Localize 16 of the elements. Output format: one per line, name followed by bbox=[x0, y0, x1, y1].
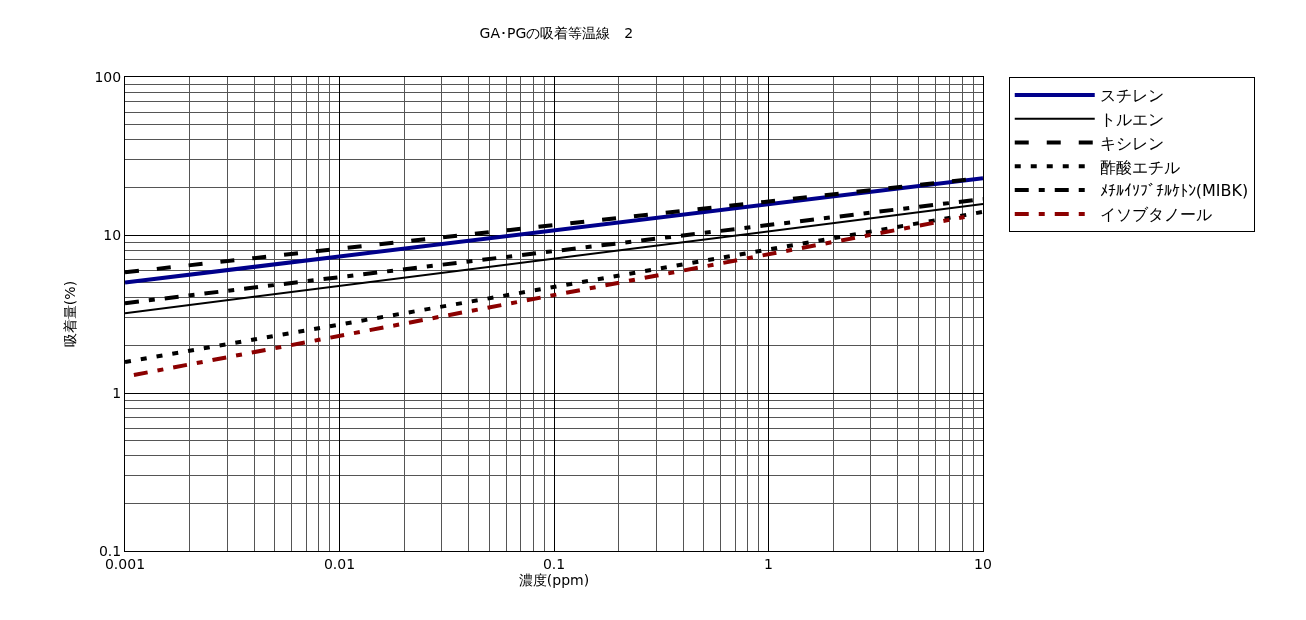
y-tick-label: 1 bbox=[112, 384, 122, 401]
x-axis-title: 濃度(ppm) bbox=[518, 571, 590, 588]
legend-label: 酢酸エチル bbox=[1099, 157, 1180, 177]
legend-label: トルエン bbox=[1099, 109, 1164, 129]
x-tick-label: 0.01 bbox=[323, 555, 356, 572]
x-tick-label: 0.1 bbox=[542, 555, 566, 572]
y-tick-label: 10 bbox=[103, 226, 122, 243]
x-tick-label: 10 bbox=[974, 555, 992, 572]
y-tick-label: 100 bbox=[94, 68, 122, 85]
legend-label: キシレン bbox=[1099, 133, 1164, 153]
y-axis-title: 吸着量(%) bbox=[62, 280, 79, 348]
legend-label: ﾒﾁﾙｲｿﾌﾞﾁﾙｹﾄﾝ(MIBK) bbox=[1099, 181, 1249, 201]
legend-label: イソブタノール bbox=[1099, 205, 1212, 225]
x-tick-label: 1 bbox=[764, 555, 773, 572]
legend-label: スチレン bbox=[1099, 86, 1164, 106]
chart-title: GA･PGの吸着等温線 2 bbox=[479, 24, 634, 41]
